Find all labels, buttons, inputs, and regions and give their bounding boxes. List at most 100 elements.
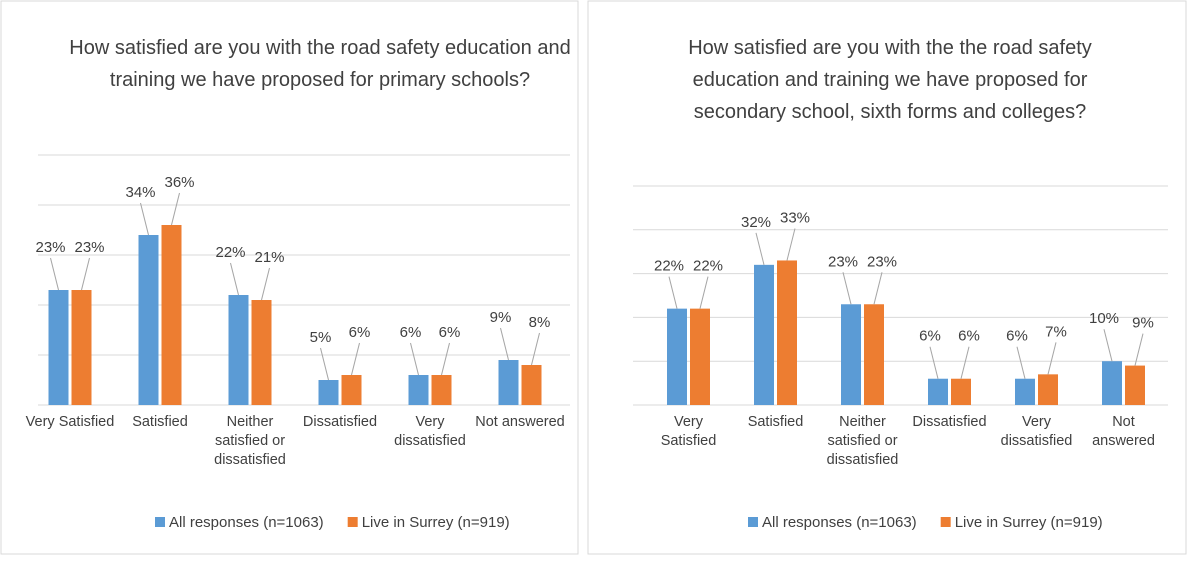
data-label: 6% [1006, 328, 1028, 345]
x-tick-label: Satisfied [747, 414, 804, 430]
leader-line [960, 346, 970, 379]
x-tick-label: Very dissatisfied [1000, 414, 1073, 449]
data-label: 22% [215, 244, 245, 261]
data-label: 8% [529, 314, 551, 331]
bar [667, 308, 687, 405]
x-tick-label-box: Neither satisfied or dissatisfied [826, 414, 899, 468]
panel [0, 0, 579, 555]
data-label: 23% [74, 239, 104, 256]
leader-line [261, 267, 270, 301]
bar [1038, 374, 1058, 405]
leader-line [1103, 329, 1113, 362]
leader-line [699, 276, 709, 309]
x-tick-label-box: Not answered [1092, 414, 1155, 449]
chart-title: How satisfied are you with the road safe… [69, 37, 571, 91]
legend-label: Live in Surrey (n=919) [955, 514, 1103, 531]
legend-label: All responses (n=1063) [762, 514, 917, 531]
x-tick-label-box: Very dissatisfied [1000, 414, 1073, 449]
data-label: 23% [828, 253, 858, 270]
bar [161, 225, 182, 405]
x-tick-label-box: Satisfied [747, 414, 804, 430]
panel [587, 0, 1187, 555]
chart-title-box: How satisfied are you with the the road … [688, 37, 1092, 123]
leader-line [668, 276, 678, 309]
data-label: 6% [919, 328, 941, 345]
leader-line [1047, 342, 1057, 375]
x-tick-label: Satisfied [132, 414, 188, 430]
x-tick-label: Very Satisfied [660, 414, 717, 449]
legend-swatch [347, 517, 358, 527]
leader-line [351, 342, 360, 376]
x-tick-label-box: Very Satisfied [660, 414, 717, 449]
leader-line [842, 272, 852, 305]
leader-line [320, 347, 329, 381]
x-tick-label-box: Not answered [475, 414, 565, 430]
bar [1125, 365, 1145, 405]
bar [777, 260, 797, 405]
x-tick-label-box: Dissatisfied [303, 414, 377, 430]
data-label: 9% [1132, 315, 1154, 332]
leader-line [873, 272, 883, 305]
legend-label: All responses (n=1063) [169, 514, 324, 531]
bar [228, 295, 249, 405]
chart-title-box: How satisfied are you with the road safe… [69, 37, 571, 91]
x-tick-label: Neither satisfied or dissatisfied [826, 414, 899, 468]
data-label: 6% [439, 324, 461, 341]
leader-line [786, 228, 796, 261]
leader-line [81, 257, 90, 291]
data-label: 22% [654, 258, 684, 275]
x-tick-label-box: Neither satisfied or dissatisfied [214, 414, 286, 468]
bar [48, 290, 69, 405]
legend-swatch [940, 517, 951, 527]
bar [928, 378, 948, 405]
x-tick-label-box: Very Satisfied [25, 414, 115, 430]
legend-label: Live in Surrey (n=919) [362, 514, 510, 531]
data-label: 6% [349, 324, 371, 341]
bar [341, 375, 362, 405]
bar [951, 378, 971, 405]
bar [251, 300, 272, 405]
bar [318, 380, 339, 405]
bar [431, 375, 452, 405]
bar [408, 375, 429, 405]
data-label: 5% [310, 329, 332, 346]
data-label: 32% [741, 214, 771, 231]
leader-line [755, 232, 765, 265]
leader-line [50, 257, 59, 291]
x-tick-label: Not answered [1092, 414, 1155, 449]
data-label: 23% [867, 253, 897, 270]
leader-line [1016, 346, 1026, 379]
data-label: 9% [490, 309, 512, 326]
data-label: 6% [400, 324, 422, 341]
bar [1015, 378, 1035, 405]
leader-line [531, 332, 540, 366]
x-tick-label-box: Satisfied [132, 414, 188, 430]
leader-line [171, 192, 180, 226]
bar [864, 304, 884, 405]
data-label: 6% [958, 328, 980, 345]
leader-line [500, 327, 509, 361]
bar [754, 264, 774, 405]
x-tick-label: Neither satisfied or dissatisfied [214, 414, 286, 468]
data-label: 33% [780, 209, 810, 226]
leader-line [441, 342, 450, 376]
data-label: 7% [1045, 323, 1067, 340]
data-label: 36% [164, 174, 194, 191]
x-tick-label-box: Dissatisfied [912, 414, 987, 430]
x-tick-label: Very dissatisfied [394, 414, 466, 449]
chart-title: How satisfied are you with the the road … [688, 37, 1092, 123]
x-tick-label: Dissatisfied [912, 414, 987, 430]
data-label: 23% [35, 239, 65, 256]
bar [841, 304, 861, 405]
data-label: 22% [693, 258, 723, 275]
x-tick-label: Not answered [475, 414, 565, 430]
bar [690, 308, 710, 405]
legend-swatch [155, 517, 165, 527]
leader-line [1134, 333, 1144, 366]
x-tick-label: Very Satisfied [25, 414, 115, 430]
data-label: 10% [1089, 310, 1119, 327]
x-tick-label-box: Very dissatisfied [394, 414, 466, 449]
leader-line [410, 342, 419, 376]
data-label: 34% [125, 184, 155, 201]
